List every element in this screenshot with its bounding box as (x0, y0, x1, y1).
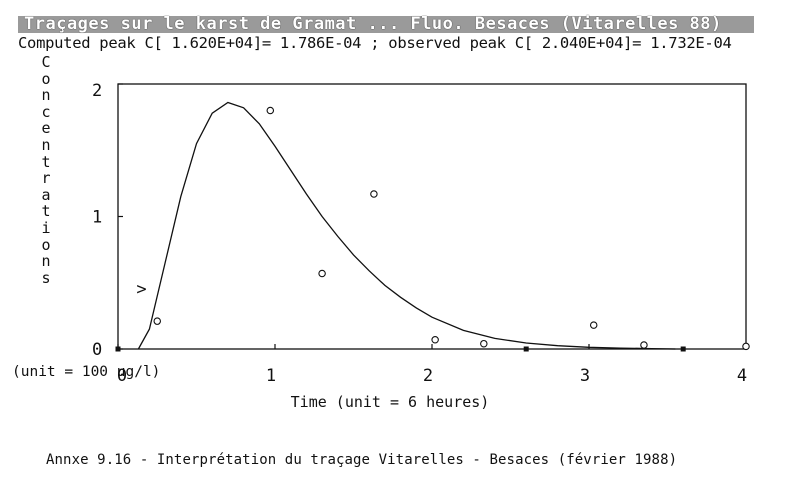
computed-curve (137, 101, 676, 350)
baseline-marker (680, 346, 686, 352)
y-axis-label-letter: n (41, 252, 51, 271)
observed-point (318, 269, 326, 278)
title-bar (18, 16, 754, 33)
y-axis-label-letter: e (41, 119, 51, 138)
annotation-arrow: > (136, 280, 146, 300)
y-axis-label-letter: C (41, 53, 51, 71)
y-tick-label: 2 (92, 81, 102, 101)
observed-point (266, 106, 275, 115)
x-tick-label: 2 (423, 366, 433, 386)
baseline-marker (523, 346, 529, 352)
y-axis-label-letter: r (41, 169, 51, 188)
y-tick-label: 0 (92, 340, 102, 360)
chart-title: Traçages sur le karst de Gramat ... Fluo… (24, 14, 722, 34)
y-axis-label-letter: o (41, 235, 51, 254)
y-axis-label-letter: t (41, 152, 51, 171)
plot-frame (117, 83, 747, 350)
y-axis-label-letter: c (41, 102, 51, 121)
chart-subtitle: Computed peak C[ 1.620E+04]= 1.786E-04 ;… (18, 34, 732, 52)
x-tick-label: 0 (117, 366, 127, 386)
y-axis-label-letter: t (41, 202, 51, 221)
observed-point (370, 190, 378, 198)
y-axis-label-letter: i (41, 218, 51, 237)
observed-point (742, 342, 750, 351)
observed-point (589, 321, 598, 329)
x-axis-label: Time (unit = 6 heures) (291, 393, 490, 411)
y-axis-label-letter: n (41, 135, 51, 154)
x-tick-label: 3 (580, 366, 590, 386)
x-tick-label: 4 (737, 366, 747, 386)
baseline-marker (115, 346, 121, 352)
y-axis-label-letter: o (41, 69, 51, 88)
y-axis-label-letter: n (41, 86, 51, 105)
y-axis-label-letter: s (41, 268, 51, 287)
observed-point (153, 317, 162, 325)
observed-point (480, 339, 488, 348)
y-axis-unit-label: (unit = 100 ug/l) (12, 364, 161, 380)
x-tick-label: 1 (266, 366, 276, 386)
observed-point (431, 335, 439, 344)
observed-point (640, 341, 648, 349)
figure-caption: Annxe 9.16 - Interprétation du traçage V… (46, 452, 678, 468)
y-tick-label: 1 (92, 208, 102, 228)
y-axis-label-letter: a (41, 185, 51, 204)
